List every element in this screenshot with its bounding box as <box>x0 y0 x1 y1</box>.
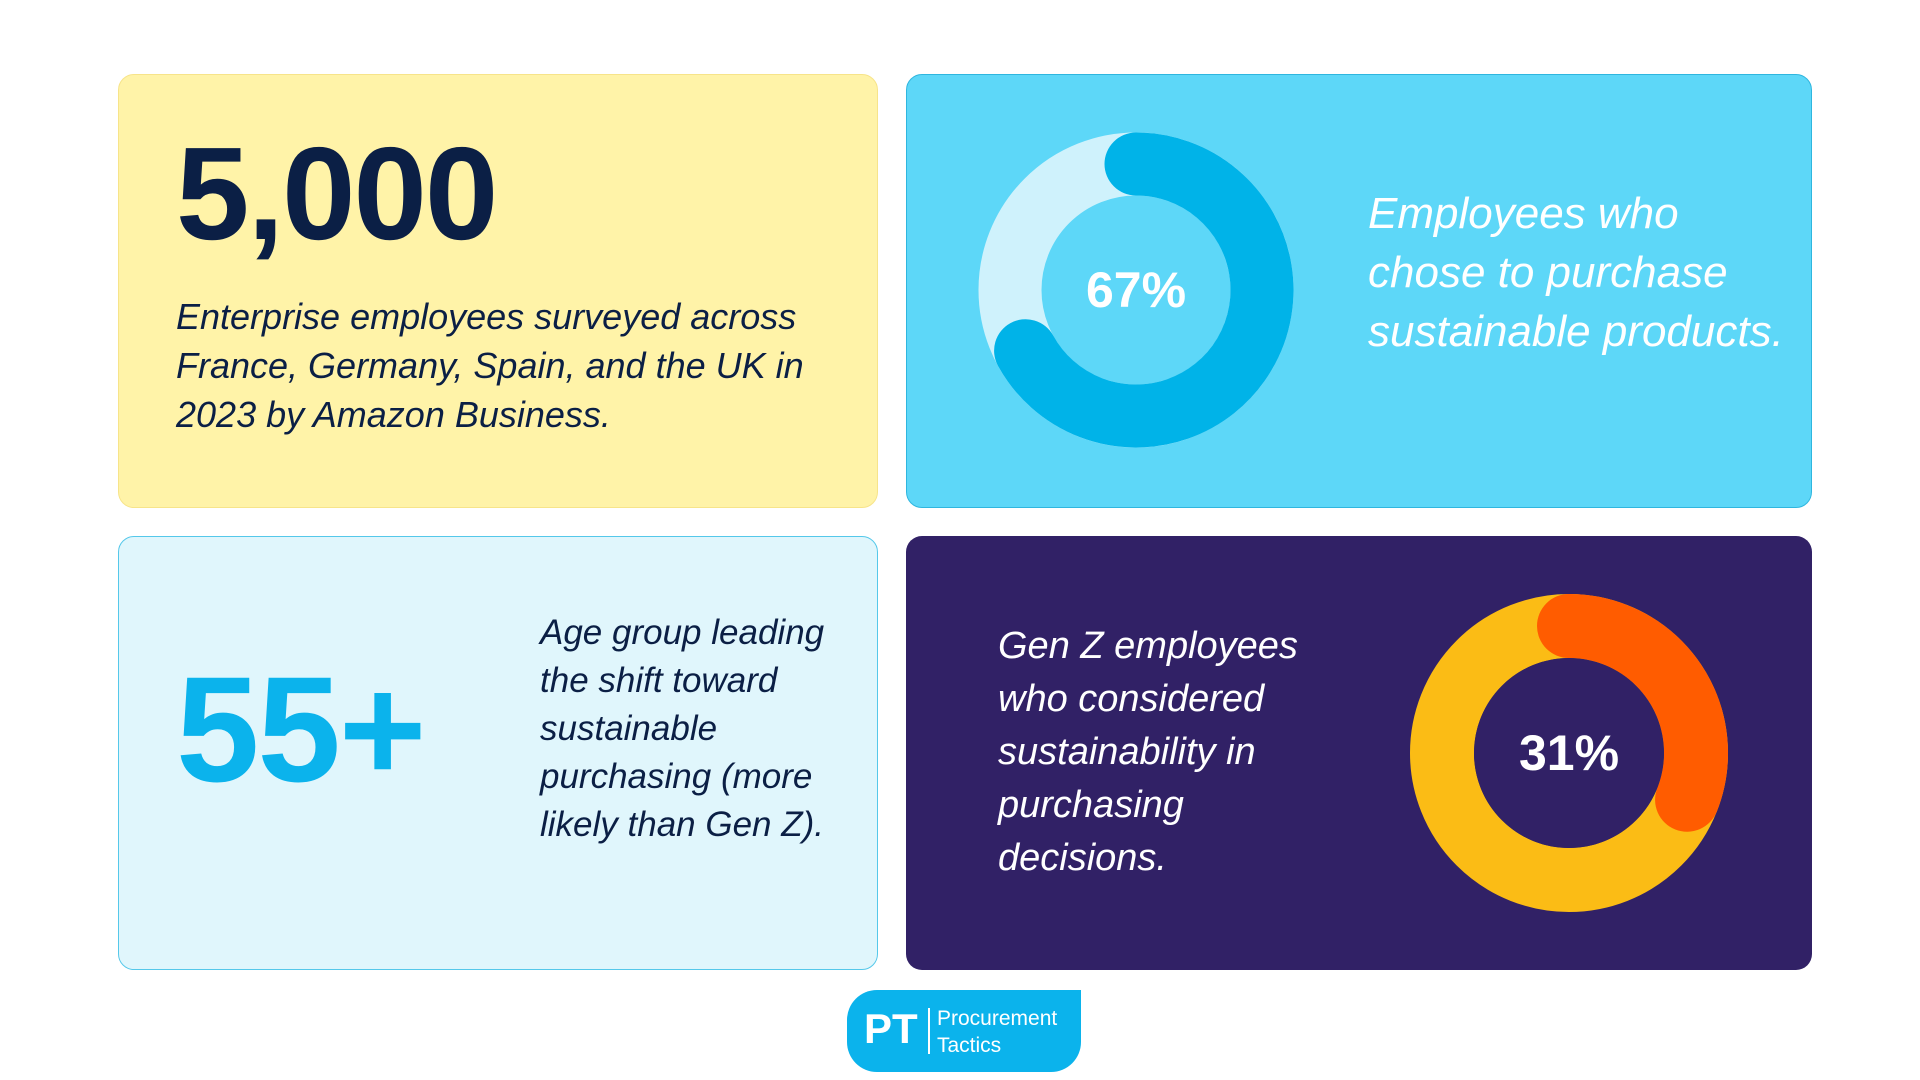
survey-total-card <box>118 74 878 508</box>
age-group-description: Age group leading the shift toward susta… <box>540 613 825 844</box>
survey-total-number: 5,000 <box>176 120 498 267</box>
donut-fill-arc <box>994 132 1294 448</box>
survey-total-description: Enterprise employees surveyed across Fra… <box>176 296 804 435</box>
donut-hole <box>1474 658 1664 848</box>
logo-initials: PT <box>864 1005 918 1052</box>
sustainable-purchase-donut: 67% <box>978 132 1294 448</box>
donut-hole <box>1042 196 1230 384</box>
sustainable-purchase-percent: 67% <box>1086 262 1186 318</box>
sustainable-purchase-description: Employees who chose to purchase sustaina… <box>1368 189 1784 356</box>
donut-fill-arc <box>1537 594 1728 832</box>
procurement-tactics-logo: PT Procurement Tactics <box>847 990 1081 1072</box>
logo-word-tactics: Tactics <box>937 1034 1002 1057</box>
age-group-number: 55+ <box>176 645 426 813</box>
gen-z-percent: 31% <box>1519 725 1619 781</box>
gen-z-description: Gen Z employees who considered sustainab… <box>998 625 1298 879</box>
logo-word-procurement: Procurement <box>937 1007 1058 1030</box>
gen-z-donut: 31% <box>1410 594 1728 912</box>
age-group-card <box>118 536 878 970</box>
logo-divider <box>928 1008 930 1054</box>
